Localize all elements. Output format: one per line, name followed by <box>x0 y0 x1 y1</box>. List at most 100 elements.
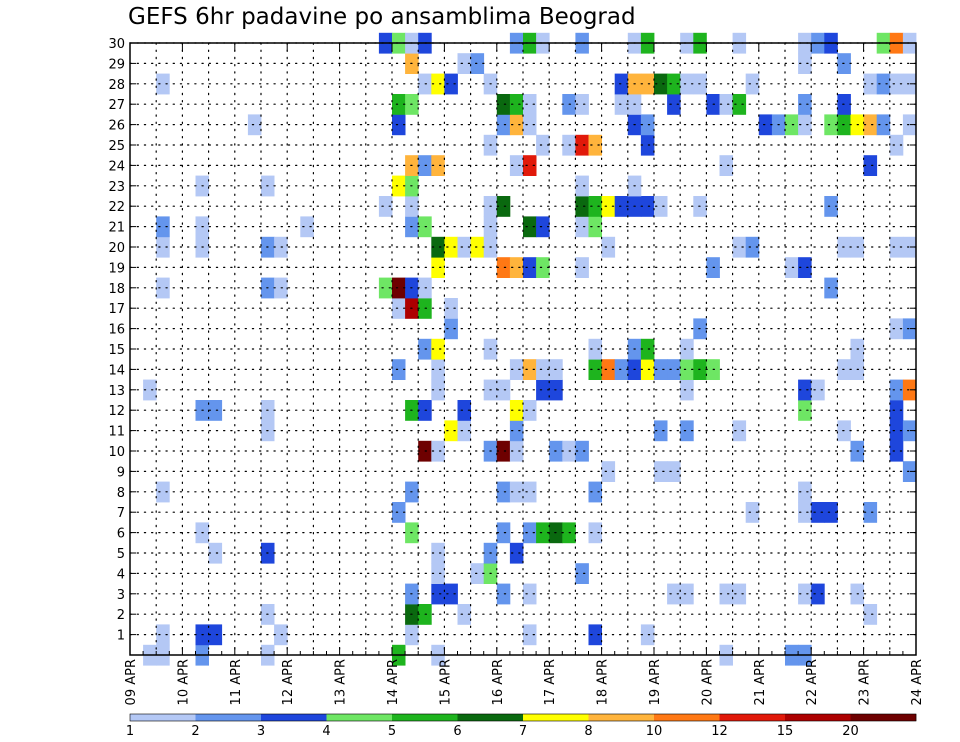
heatmap-cell <box>392 175 406 197</box>
heatmap-cell <box>654 420 668 442</box>
heatmap-cell <box>902 461 917 482</box>
heatmap-cell <box>680 359 694 380</box>
heatmap-cell <box>208 400 223 421</box>
heatmap-cell <box>640 134 655 156</box>
y-tick-label: 16 <box>108 323 125 338</box>
heatmap-cell <box>588 481 602 503</box>
heatmap-cell <box>732 583 747 605</box>
y-tick-label: 15 <box>108 343 125 358</box>
colorbar-label: 1 <box>126 724 134 739</box>
heatmap-cell <box>654 73 668 95</box>
heatmap-cell <box>509 440 524 462</box>
heatmap-cell <box>431 73 445 95</box>
y-tick-label: 23 <box>108 180 125 195</box>
heatmap-cell <box>654 359 668 380</box>
heatmap-cell <box>902 236 917 258</box>
heatmap-cell <box>745 236 760 258</box>
colorbar-label: 15 <box>777 724 794 739</box>
heatmap-cell <box>523 155 537 176</box>
heatmap-cell <box>523 522 537 544</box>
heatmap-cell <box>798 257 812 278</box>
heatmap-cell <box>588 624 602 646</box>
heatmap-cell <box>156 216 170 238</box>
y-tick-label: 7 <box>117 506 125 521</box>
heatmap-cell <box>588 196 602 217</box>
heatmap-cell <box>680 583 694 605</box>
heatmap-cell <box>798 481 812 503</box>
colorbar-swatch <box>850 714 917 721</box>
heatmap-cell <box>588 359 602 380</box>
colorbar-swatch <box>326 714 393 721</box>
heatmap-cell <box>575 196 589 217</box>
heatmap-cell <box>876 114 891 136</box>
heatmap-cell <box>863 73 878 95</box>
colorbar-label: 7 <box>519 724 527 739</box>
heatmap-cell <box>431 155 445 176</box>
colorbar: 1 2 3 4 5 6 7 8 10 12 15 20 <box>126 713 917 739</box>
heatmap-cell <box>143 379 157 401</box>
heatmap-cell <box>640 624 655 646</box>
heatmap-cell <box>523 216 537 238</box>
colorbar-label: 3 <box>257 724 265 739</box>
heatmap-cell <box>745 502 760 523</box>
heatmap-cell <box>798 94 812 115</box>
colorbar-swatch <box>719 714 786 721</box>
heatmap-cell <box>496 94 511 115</box>
heatmap-cell <box>444 318 458 340</box>
heatmap-cell <box>523 624 537 646</box>
heatmap-cell <box>536 379 550 401</box>
cells-layer <box>143 32 917 666</box>
heatmap-cell <box>523 481 537 503</box>
heatmap-cell <box>208 624 223 646</box>
y-tick-label: 28 <box>108 78 125 93</box>
chart-title: GEFS 6hr padavine po ansamblima Beograd <box>128 4 636 30</box>
heatmap-cell <box>496 481 511 503</box>
y-tick-label: 25 <box>108 139 125 154</box>
heatmap-cell <box>509 359 524 380</box>
heatmap-cell <box>378 277 393 299</box>
heatmap-cell <box>654 196 668 217</box>
heatmap-cell <box>575 257 589 278</box>
heatmap-cell <box>392 298 406 319</box>
heatmap-cell <box>863 502 878 523</box>
colorbar-swatch <box>130 714 196 721</box>
heatmap-cell <box>785 257 799 278</box>
heatmap-cell <box>667 583 681 605</box>
x-tick-label: 21 APR <box>753 659 768 705</box>
y-tick-label: 13 <box>108 384 125 399</box>
y-tick-label: 12 <box>108 404 125 419</box>
heatmap-cell <box>156 236 170 258</box>
heatmap-cell <box>785 114 799 136</box>
x-axis-labels: 09 APR 10 APR 11 APR 12 APR 13 APR 14 APR 15 A… <box>124 659 925 705</box>
heatmap-cell <box>889 400 904 421</box>
heatmap-cell <box>798 400 812 421</box>
heatmap-cell <box>745 73 760 95</box>
y-tick-label: 30 <box>108 37 125 52</box>
y-tick-label: 5 <box>117 547 125 562</box>
heatmap-cell <box>300 216 314 238</box>
heatmap-cell <box>640 196 655 217</box>
heatmap-cell <box>509 542 524 564</box>
colorbar-swatch <box>392 714 458 721</box>
colorbar-swatch <box>195 714 262 721</box>
y-tick-label: 8 <box>117 486 125 501</box>
heatmap-cell <box>457 236 471 258</box>
x-tick-label: 22 APR <box>805 659 820 705</box>
heatmap-cell <box>496 583 511 605</box>
heatmap-cell <box>863 155 878 176</box>
heatmap-cell <box>431 563 445 584</box>
heatmap-cell <box>509 155 524 176</box>
heatmap-cell <box>614 196 629 217</box>
heatmap-cell <box>392 277 406 299</box>
heatmap-cell <box>902 420 917 442</box>
heatmap-cell <box>719 583 733 605</box>
heatmap-cell <box>444 420 458 442</box>
y-tick-label: 26 <box>108 119 125 134</box>
heatmap-cell <box>496 522 511 544</box>
x-tick-label: 19 APR <box>648 659 663 705</box>
heatmap-cell <box>640 338 655 360</box>
heatmap-cell <box>457 604 471 625</box>
y-tick-label: 24 <box>108 159 125 174</box>
heatmap-cell <box>798 114 812 136</box>
heatmap-cell <box>509 481 524 503</box>
